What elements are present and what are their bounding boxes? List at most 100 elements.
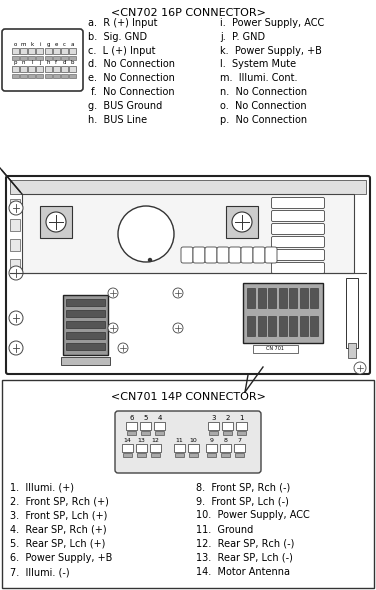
Text: <CN702 16P CONNECTOR>: <CN702 16P CONNECTOR> bbox=[111, 8, 265, 18]
Circle shape bbox=[9, 311, 23, 325]
Text: 8: 8 bbox=[224, 438, 227, 443]
Text: 14.  Motor Antenna: 14. Motor Antenna bbox=[196, 567, 290, 577]
Bar bbox=[61, 357, 110, 365]
Bar bbox=[247, 288, 255, 308]
Bar bbox=[174, 444, 185, 452]
Bar bbox=[154, 422, 165, 430]
FancyBboxPatch shape bbox=[6, 176, 370, 374]
Text: 5: 5 bbox=[143, 415, 148, 421]
Bar bbox=[222, 422, 233, 430]
Bar bbox=[208, 422, 219, 430]
Bar bbox=[258, 288, 265, 308]
Text: d.  No Connection: d. No Connection bbox=[88, 60, 175, 70]
Bar bbox=[10, 180, 366, 194]
Bar bbox=[10, 239, 20, 251]
Text: j.  P. GND: j. P. GND bbox=[220, 32, 265, 42]
Bar bbox=[61, 74, 68, 77]
Bar bbox=[63, 295, 108, 355]
Text: n.  No Connection: n. No Connection bbox=[220, 87, 307, 97]
Bar bbox=[12, 74, 19, 77]
Text: a: a bbox=[71, 42, 74, 47]
Text: k.  Power Supply, +B: k. Power Supply, +B bbox=[220, 45, 322, 55]
FancyBboxPatch shape bbox=[253, 247, 265, 263]
Bar bbox=[10, 219, 20, 231]
Text: e.  No Connection: e. No Connection bbox=[88, 73, 175, 83]
Text: d: d bbox=[62, 60, 66, 65]
Bar bbox=[346, 278, 358, 348]
Bar bbox=[243, 283, 323, 343]
Text: h: h bbox=[46, 60, 50, 65]
Bar bbox=[237, 431, 246, 435]
Bar bbox=[12, 66, 19, 72]
Bar bbox=[10, 199, 20, 211]
Text: 3.  Front SP, Lch (+): 3. Front SP, Lch (+) bbox=[10, 510, 108, 520]
Bar bbox=[44, 56, 52, 60]
Text: 6.  Power Supply, +B: 6. Power Supply, +B bbox=[10, 553, 112, 563]
Circle shape bbox=[173, 323, 183, 333]
Bar bbox=[155, 431, 164, 435]
Bar bbox=[127, 431, 136, 435]
Text: b: b bbox=[71, 60, 74, 65]
Text: 5.  Rear SP, Lch (+): 5. Rear SP, Lch (+) bbox=[10, 539, 105, 549]
Bar bbox=[53, 74, 60, 77]
Text: 13.  Rear SP, Lch (-): 13. Rear SP, Lch (-) bbox=[196, 553, 293, 563]
Text: j: j bbox=[39, 60, 41, 65]
Text: c.  L (+) Input: c. L (+) Input bbox=[88, 45, 156, 55]
Bar bbox=[300, 288, 308, 308]
Bar bbox=[53, 56, 60, 60]
Bar bbox=[253, 345, 298, 353]
Bar bbox=[66, 332, 105, 339]
Text: 7.  Illumi. (-): 7. Illumi. (-) bbox=[10, 567, 70, 577]
Bar bbox=[226, 206, 258, 238]
FancyBboxPatch shape bbox=[271, 250, 324, 261]
Bar bbox=[235, 453, 244, 457]
Text: 12.  Rear SP, Rch (-): 12. Rear SP, Rch (-) bbox=[196, 539, 294, 549]
Bar bbox=[140, 422, 151, 430]
FancyBboxPatch shape bbox=[181, 247, 193, 263]
Circle shape bbox=[118, 343, 128, 353]
Bar bbox=[36, 48, 43, 54]
Bar bbox=[66, 310, 105, 317]
Bar bbox=[289, 316, 297, 336]
Bar bbox=[53, 66, 60, 72]
Text: f: f bbox=[55, 60, 57, 65]
Text: 6: 6 bbox=[129, 415, 134, 421]
Bar bbox=[36, 66, 43, 72]
Text: c: c bbox=[63, 42, 66, 47]
Bar bbox=[12, 48, 19, 54]
Circle shape bbox=[9, 341, 23, 355]
Bar bbox=[20, 74, 27, 77]
Bar bbox=[44, 48, 52, 54]
Text: <CN701 14P CONNECTOR>: <CN701 14P CONNECTOR> bbox=[111, 392, 265, 402]
FancyBboxPatch shape bbox=[229, 247, 241, 263]
FancyBboxPatch shape bbox=[271, 224, 324, 234]
Bar bbox=[61, 66, 68, 72]
Text: b.  Sig. GND: b. Sig. GND bbox=[88, 32, 147, 42]
Text: o.  No Connection: o. No Connection bbox=[220, 101, 306, 111]
FancyBboxPatch shape bbox=[271, 211, 324, 221]
Bar bbox=[189, 453, 198, 457]
FancyBboxPatch shape bbox=[205, 247, 217, 263]
Bar bbox=[268, 316, 276, 336]
Bar bbox=[188, 444, 199, 452]
Bar bbox=[247, 316, 255, 336]
FancyBboxPatch shape bbox=[271, 198, 324, 208]
Bar bbox=[44, 74, 52, 77]
Bar bbox=[28, 66, 35, 72]
Bar bbox=[234, 444, 245, 452]
Text: k: k bbox=[30, 42, 33, 47]
Circle shape bbox=[9, 266, 23, 280]
Text: i.  Power Supply, ACC: i. Power Supply, ACC bbox=[220, 18, 324, 28]
Bar bbox=[209, 431, 218, 435]
Text: 10.  Power Supply, ACC: 10. Power Supply, ACC bbox=[196, 510, 310, 520]
Text: 4: 4 bbox=[157, 415, 162, 421]
Circle shape bbox=[149, 258, 152, 261]
FancyBboxPatch shape bbox=[193, 247, 205, 263]
Bar bbox=[69, 66, 76, 72]
Bar bbox=[136, 444, 147, 452]
Circle shape bbox=[173, 288, 183, 298]
Bar bbox=[151, 453, 160, 457]
Circle shape bbox=[118, 206, 174, 262]
Bar bbox=[53, 48, 60, 54]
Bar bbox=[310, 316, 318, 336]
